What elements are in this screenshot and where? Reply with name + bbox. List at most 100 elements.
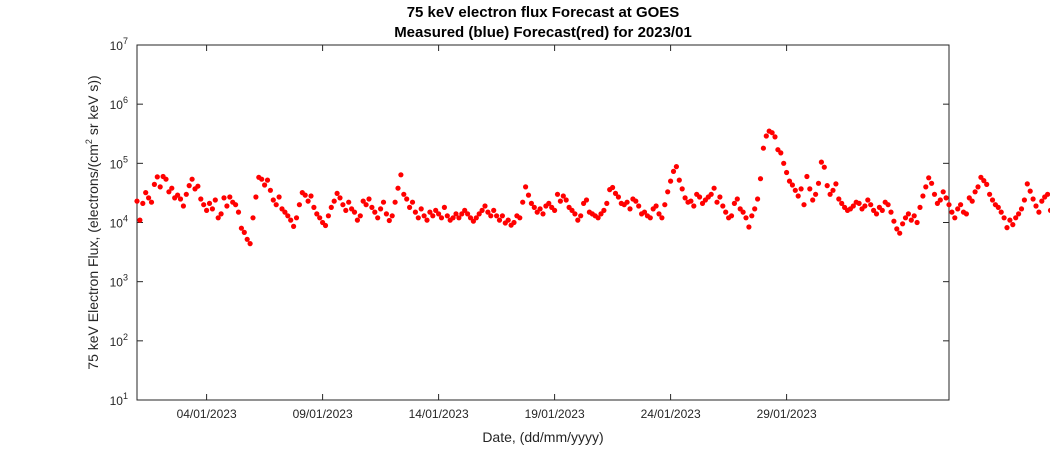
- data-point: [998, 209, 1004, 215]
- data-point: [401, 191, 407, 197]
- data-point: [343, 207, 349, 213]
- data-point: [546, 200, 552, 206]
- data-point: [218, 211, 224, 217]
- y-tick-label: 101: [110, 391, 128, 408]
- data-point: [679, 186, 685, 192]
- data-point: [499, 213, 505, 219]
- data-point: [378, 206, 384, 212]
- data-point: [769, 130, 775, 136]
- data-point: [421, 213, 427, 219]
- data-point: [943, 195, 949, 201]
- data-point: [862, 203, 868, 209]
- data-point: [337, 195, 343, 201]
- data-point: [665, 189, 671, 195]
- data-point: [914, 219, 920, 226]
- data-point: [470, 218, 476, 224]
- data-point: [1021, 197, 1027, 203]
- data-point: [302, 192, 308, 198]
- data-point: [317, 215, 323, 221]
- data-point: [201, 202, 207, 208]
- data-point: [804, 173, 810, 180]
- data-point: [656, 211, 662, 217]
- data-point: [755, 196, 761, 202]
- x-tick-label: 24/01/2023: [641, 407, 701, 421]
- data-point: [813, 191, 819, 197]
- data-point: [363, 202, 369, 208]
- data-point: [955, 206, 961, 212]
- data-point: [708, 191, 714, 197]
- data-point: [328, 204, 334, 210]
- y-tick-label: 106: [110, 95, 128, 112]
- data-point: [830, 187, 836, 193]
- data-point: [334, 190, 340, 196]
- x-axis-ticks: 04/01/2023 09/01/2023 14/01/2023 19/01/2023…: [177, 45, 817, 421]
- data-point: [786, 178, 793, 184]
- data-point: [511, 219, 517, 226]
- data-point: [494, 213, 500, 219]
- data-point: [963, 211, 970, 217]
- data-point: [647, 215, 653, 221]
- x-tick-label: 29/01/2023: [757, 407, 817, 421]
- data-point: [264, 177, 271, 183]
- data-point: [340, 202, 346, 208]
- data-point: [195, 183, 201, 189]
- data-point: [807, 186, 813, 192]
- data-point: [291, 223, 297, 229]
- data-point: [467, 215, 474, 221]
- data-point: [885, 202, 891, 208]
- data-point: [250, 215, 256, 221]
- data-point: [180, 203, 186, 209]
- data-point: [459, 211, 465, 217]
- data-point: [688, 198, 694, 204]
- x-tick-label: 19/01/2023: [525, 407, 585, 421]
- data-point: [836, 196, 842, 202]
- data-point: [778, 150, 784, 156]
- data-point: [262, 182, 268, 188]
- data-point: [215, 215, 221, 221]
- data-point: [325, 213, 331, 219]
- data-point: [975, 184, 981, 190]
- x-tick-label: 14/01/2023: [409, 407, 469, 421]
- data-point: [911, 213, 917, 219]
- data-point: [952, 215, 958, 221]
- data-point: [676, 177, 682, 183]
- data-point: [238, 225, 244, 231]
- data-point: [821, 164, 827, 170]
- data-point: [444, 213, 450, 219]
- data-point: [311, 204, 317, 210]
- data-point: [244, 236, 250, 242]
- data-point: [505, 217, 511, 223]
- data-point: [157, 184, 163, 190]
- data-point: [879, 207, 885, 213]
- data-point: [395, 185, 401, 191]
- data-point: [615, 194, 622, 200]
- data-point: [929, 180, 935, 186]
- data-point: [789, 182, 796, 188]
- data-point: [523, 184, 529, 190]
- data-points: [134, 128, 1050, 247]
- data-point: [305, 198, 311, 204]
- data-point: [148, 199, 155, 205]
- data-point: [1004, 225, 1010, 231]
- data-point: [351, 209, 358, 215]
- data-point: [389, 213, 395, 219]
- data-point: [717, 194, 723, 200]
- data-point: [380, 199, 387, 205]
- data-point: [902, 215, 909, 221]
- data-point: [917, 204, 923, 210]
- data-point: [894, 226, 900, 232]
- data-point: [450, 215, 456, 221]
- data-point: [810, 197, 816, 203]
- data-point: [285, 213, 291, 219]
- data-point: [198, 196, 204, 202]
- data-point: [146, 195, 152, 201]
- data-point: [934, 200, 941, 206]
- data-point: [984, 181, 990, 187]
- data-point: [151, 181, 157, 187]
- data-point: [212, 197, 218, 203]
- data-point: [282, 209, 288, 215]
- data-point: [453, 211, 459, 217]
- data-point: [221, 195, 227, 201]
- data-point: [404, 196, 410, 202]
- x-tick-label: 09/01/2023: [293, 407, 353, 421]
